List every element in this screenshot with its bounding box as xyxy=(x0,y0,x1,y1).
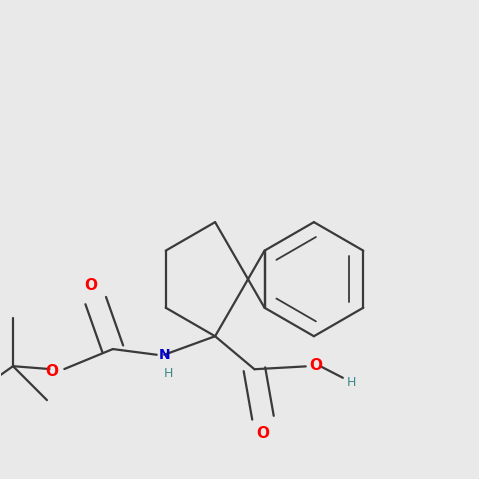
Text: H: H xyxy=(347,376,356,389)
Text: H: H xyxy=(163,367,173,380)
Text: O: O xyxy=(309,358,322,373)
Text: O: O xyxy=(84,278,97,293)
Text: O: O xyxy=(46,364,58,379)
Text: N: N xyxy=(159,348,170,362)
Text: O: O xyxy=(256,426,270,441)
